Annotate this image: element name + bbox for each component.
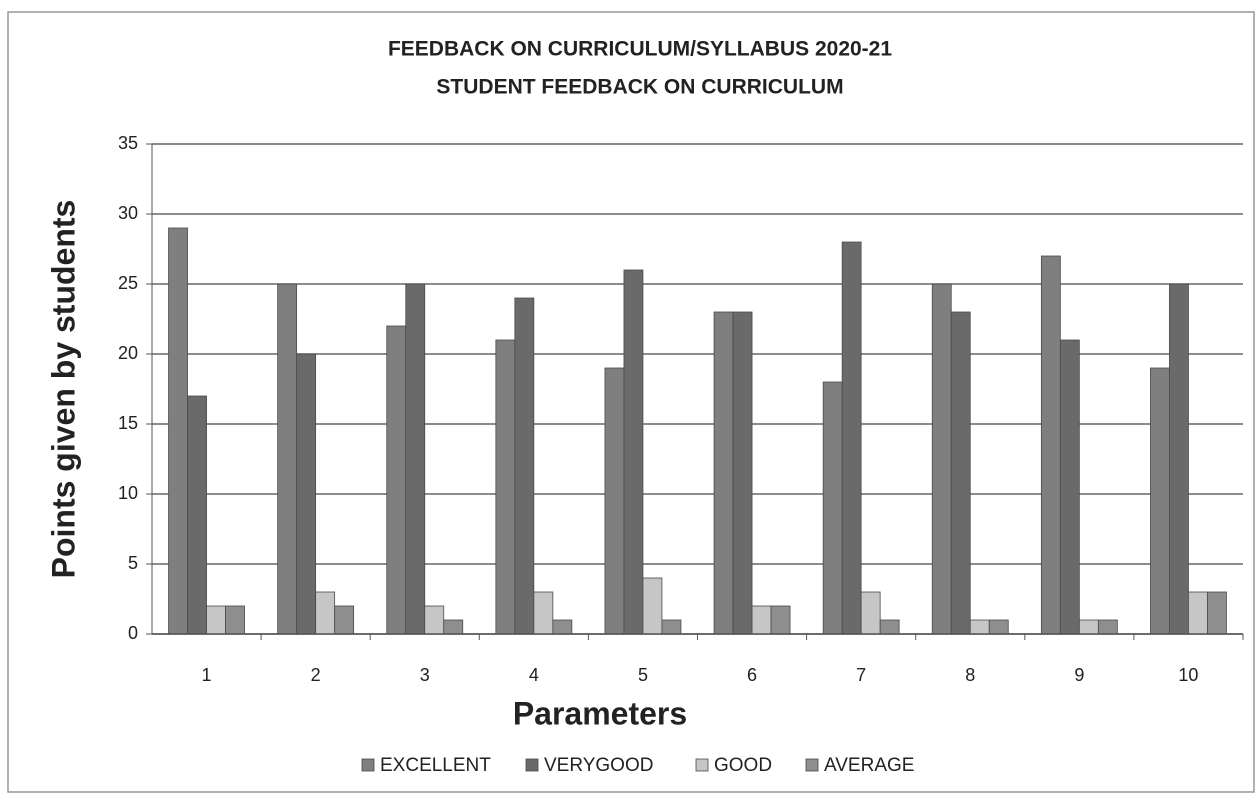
bar [495,339,516,635]
bar [296,353,317,635]
bar [860,591,881,635]
bar [1097,619,1118,635]
bar [514,297,535,635]
legend-label: EXCELLENT [380,755,491,776]
bar [1150,367,1170,635]
bar [751,605,772,635]
x-tick-label: 2 [311,665,321,685]
y-axis-label: Points given by students [45,200,81,579]
bar [879,619,900,635]
bar [623,269,644,635]
x-tick-label: 8 [965,665,975,685]
bar [988,619,1009,635]
legend-swatch [361,758,375,772]
y-tick-label: 5 [128,553,138,573]
bar [533,591,554,635]
bar [424,605,445,635]
bar [386,325,407,635]
x-tick-label: 3 [420,665,430,685]
bar [552,619,573,635]
x-tick-label: 6 [747,665,757,685]
bar [1078,619,1099,635]
x-axis-label: Parameters [513,695,687,731]
bar [822,381,843,635]
legend-swatch [525,758,539,772]
bar [1169,283,1189,635]
bar [1207,591,1227,635]
bar [334,605,355,635]
bar [642,577,663,635]
y-tick-label: 35 [118,133,138,153]
bar [661,619,682,635]
legend-swatch [805,758,819,772]
chart-subtitle: STUDENT FEEDBACK ON CURRICULUM [436,76,843,99]
y-tick-label: 10 [118,483,138,503]
bar [187,395,207,635]
bar [315,591,336,635]
bar [969,619,990,635]
chart-title: FEEDBACK ON CURRICULUM/SYLLABUS 2020-21 [388,38,892,61]
bar [931,283,952,635]
bar [443,619,464,635]
bar [1040,255,1061,635]
bar [277,283,298,635]
bar [206,605,226,635]
legend-label: VERYGOOD [544,755,653,776]
bar [950,311,971,635]
bar [841,241,862,635]
x-tick-label: 1 [202,665,212,685]
bar [713,311,734,635]
legend-swatch [695,758,709,772]
x-tick-label: 5 [638,665,648,685]
y-tick-label: 20 [118,343,138,363]
legend-label: GOOD [714,755,772,776]
bar [1059,339,1080,635]
x-tick-label: 9 [1074,665,1084,685]
x-tick-label: 7 [856,665,866,685]
bar [405,283,426,635]
y-tick-label: 0 [128,623,138,643]
y-tick-label: 30 [118,203,138,223]
bar [732,311,753,635]
y-tick-label: 15 [118,413,138,433]
bar [225,605,245,635]
bar [604,367,625,635]
bar [168,227,188,635]
bar [770,605,791,635]
x-tick-label: 10 [1178,665,1198,685]
bar [1188,591,1208,635]
legend-label: AVERAGE [824,755,914,776]
y-tick-label: 25 [118,273,138,293]
x-tick-label: 4 [529,665,539,685]
